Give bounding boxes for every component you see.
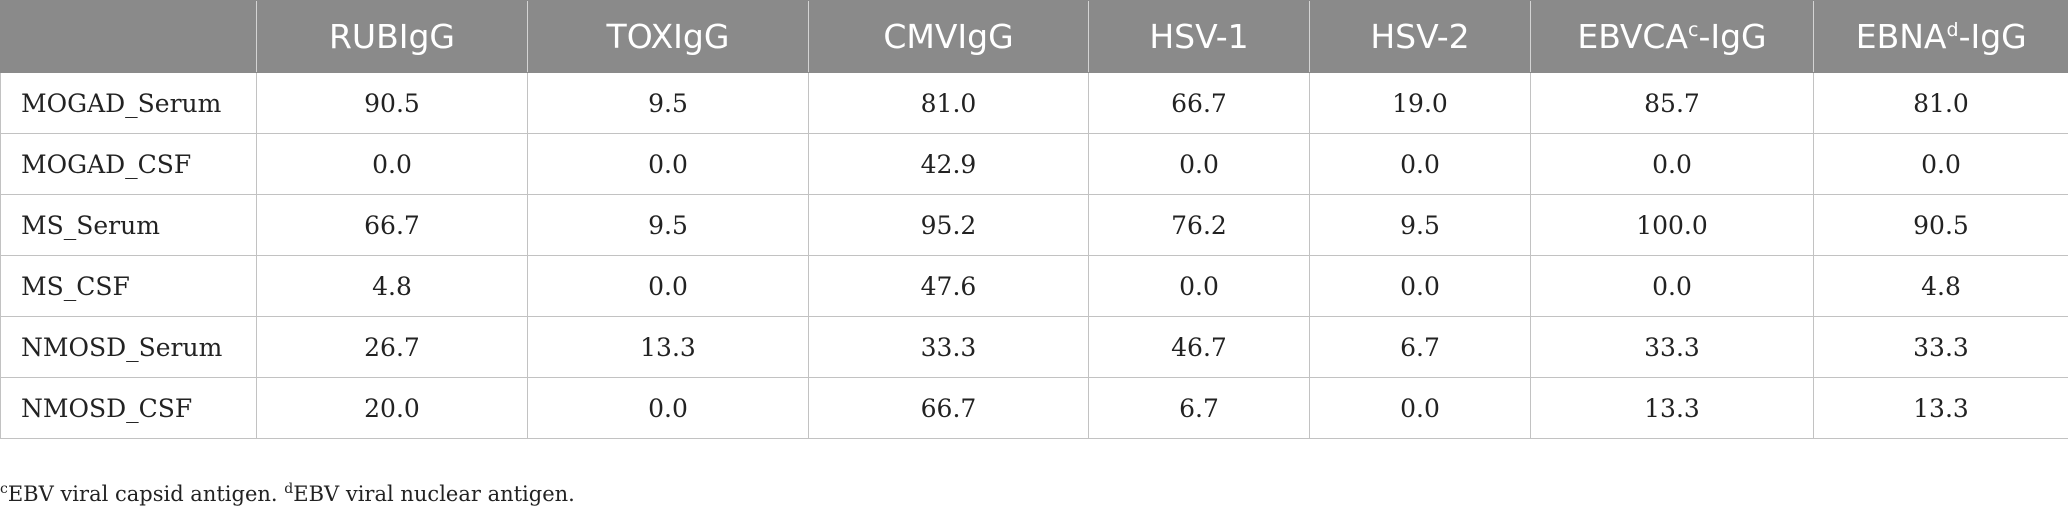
row-label: NMOSD_CSF [0,377,257,439]
table-cell: 33.3 [1530,316,1814,378]
header-label: EBNA [1855,17,1947,56]
header-label-suffix: -IgG [1958,17,2027,56]
header-cell-hsv2: HSV-2 [1309,0,1531,73]
header-cell-toxigg: TOXIgG [527,0,809,73]
header-footnote-mark: d [1946,19,1959,41]
table-footnotes: cEBV viral capsid antigen. dEBV viral nu… [0,482,575,506]
header-label-suffix: -IgG [1698,17,1767,56]
table-cell: 100.0 [1530,194,1814,256]
table-cell: 90.5 [256,72,528,134]
row-label: MS_Serum [0,194,257,256]
table-cell: 0.0 [1309,133,1531,195]
row-label: NMOSD_Serum [0,316,257,378]
row-label: MOGAD_CSF [0,133,257,195]
header-row: RUBIgG TOXIgG CMVIgG HSV-1 HSV-2 EBVCAc-… [0,0,2068,73]
table-cell: 0.0 [1530,133,1814,195]
table-header: RUBIgG TOXIgG CMVIgG HSV-1 HSV-2 EBVCAc-… [0,0,2068,73]
table-row: MOGAD_Serum 90.5 9.5 81.0 66.7 19.0 85.7… [0,72,2068,134]
header-label: TOXIgG [606,17,730,56]
header-label: HSV-1 [1149,17,1249,56]
table-cell: 46.7 [1088,316,1310,378]
table-cell: 81.0 [1813,72,2068,134]
header-label: EBVCA [1577,17,1689,56]
table-cell: 0.0 [1088,255,1310,317]
table-cell: 33.3 [808,316,1089,378]
table-cell: 4.8 [1813,255,2068,317]
table-cell: 9.5 [527,194,809,256]
table-cell: 0.0 [1813,133,2068,195]
table-cell: 76.2 [1088,194,1310,256]
table-cell: 33.3 [1813,316,2068,378]
table-cell: 4.8 [256,255,528,317]
table-cell: 9.5 [527,72,809,134]
table-cell: 0.0 [527,133,809,195]
table-cell: 9.5 [1309,194,1531,256]
table-cell: 66.7 [256,194,528,256]
table-row: NMOSD_Serum 26.7 13.3 33.3 46.7 6.7 33.3… [0,316,2068,378]
header-footnote-mark: c [1688,19,1699,41]
table-cell: 95.2 [808,194,1089,256]
table-cell: 13.3 [1813,377,2068,439]
table-cell: 0.0 [1309,255,1531,317]
footnote-text: EBV viral capsid antigen. [7,482,278,506]
table-row: MS_CSF 4.8 0.0 47.6 0.0 0.0 0.0 4.8 [0,255,2068,317]
header-cell-cmvigg: CMVIgG [808,0,1089,73]
footnote-mark: d [284,481,294,497]
table-cell: 66.7 [808,377,1089,439]
table-cell: 0.0 [527,377,809,439]
footnote-text: EBV viral nuclear antigen. [293,482,575,506]
header-cell-rubigg: RUBIgG [256,0,528,73]
header-cell-empty [0,0,257,73]
header-label: HSV-2 [1370,17,1470,56]
table-cell: 90.5 [1813,194,2068,256]
table-cell: 81.0 [808,72,1089,134]
table-body: MOGAD_Serum 90.5 9.5 81.0 66.7 19.0 85.7… [0,72,2068,439]
table-cell: 13.3 [1530,377,1814,439]
table-cell: 85.7 [1530,72,1814,134]
header-cell-hsv1: HSV-1 [1088,0,1310,73]
row-label: MS_CSF [0,255,257,317]
header-label: CMVIgG [883,17,1014,56]
table-cell: 26.7 [256,316,528,378]
table-row: MOGAD_CSF 0.0 0.0 42.9 0.0 0.0 0.0 0.0 [0,133,2068,195]
table-cell: 6.7 [1088,377,1310,439]
table-cell: 0.0 [1309,377,1531,439]
table-cell: 13.3 [527,316,809,378]
table-cell: 66.7 [1088,72,1310,134]
header-cell-ebna-igg: EBNAd-IgG [1813,0,2068,73]
table-cell: 20.0 [256,377,528,439]
table-row: NMOSD_CSF 20.0 0.0 66.7 6.7 0.0 13.3 13.… [0,377,2068,439]
table-cell: 0.0 [1088,133,1310,195]
table-cell: 19.0 [1309,72,1531,134]
table-cell: 47.6 [808,255,1089,317]
table-cell: 0.0 [1530,255,1814,317]
seroprevalence-table: RUBIgG TOXIgG CMVIgG HSV-1 HSV-2 EBVCAc-… [0,0,2068,439]
header-label: RUBIgG [329,17,455,56]
data-table-container: RUBIgG TOXIgG CMVIgG HSV-1 HSV-2 EBVCAc-… [0,0,2068,439]
footnote-mark: c [0,481,8,497]
header-cell-ebvca-igg: EBVCAc-IgG [1530,0,1814,73]
table-row: MS_Serum 66.7 9.5 95.2 76.2 9.5 100.0 90… [0,194,2068,256]
table-cell: 0.0 [527,255,809,317]
table-cell: 0.0 [256,133,528,195]
row-label: MOGAD_Serum [0,72,257,134]
table-cell: 42.9 [808,133,1089,195]
table-cell: 6.7 [1309,316,1531,378]
